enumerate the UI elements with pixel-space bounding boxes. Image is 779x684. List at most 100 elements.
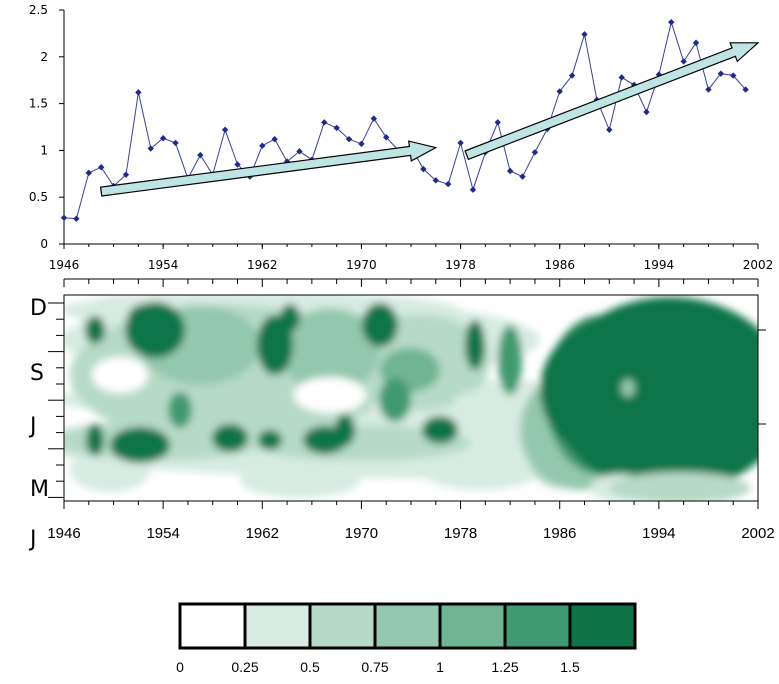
colorbar-swatch: [373, 602, 442, 650]
colorbar-swatch: [308, 602, 377, 650]
heatmap-x-tick-label: 1962: [246, 525, 279, 542]
heatmap-x-tick-label: 1954: [146, 525, 179, 542]
heatmap-x-tick-label: 1978: [444, 525, 477, 542]
heatmap-contour: [250, 425, 470, 461]
data-point: [692, 39, 700, 46]
data-point: [457, 139, 464, 147]
colorbar-swatch: [438, 602, 507, 650]
data-point: [730, 72, 737, 79]
data-point: [122, 171, 130, 178]
data-point: [606, 126, 613, 134]
y-tick-label: 2: [40, 50, 48, 64]
heatmap-x-tick-label: 1970: [345, 525, 378, 542]
heatmap-contour: [168, 392, 192, 428]
colorbar-label: 1.25: [491, 659, 518, 675]
heatmap-contour: [294, 377, 366, 413]
data-point: [172, 139, 179, 147]
x-tick-label: 1946: [49, 258, 80, 272]
data-point: [742, 86, 749, 93]
colorbar-swatch: [178, 602, 247, 650]
heatmap-contour: [362, 303, 398, 347]
annual-line-chart: 0 0.5 1 1.5 2 2.5 1946 1954 1962 1970 1978 1986 199…: [29, 3, 773, 272]
data-point: [147, 145, 154, 152]
data-point: [432, 177, 439, 184]
data-point: [345, 135, 353, 143]
data-point: [444, 180, 452, 188]
colorbar-swatch: [243, 602, 312, 650]
heatmap-top-ticks: [63, 279, 759, 509]
x-tick-label: 1978: [445, 258, 476, 272]
heatmap-contour: [465, 320, 485, 370]
heatmap-contour: [453, 391, 497, 419]
data-point: [358, 140, 365, 148]
data-point: [321, 119, 328, 126]
data-point: [197, 151, 204, 159]
data-point: [383, 134, 390, 141]
data-point: [643, 108, 650, 116]
data-point: [680, 58, 687, 65]
heatmap-contour: [110, 427, 170, 463]
x-tick-label: 1986: [544, 258, 575, 272]
x-tick-label: 1970: [346, 258, 377, 272]
colorbar-label: 0: [176, 659, 184, 675]
heatmap-contour: [379, 378, 411, 422]
x-tick-labels: 1946 1954 1962 1970 1978 1986 1994 2002: [49, 244, 774, 272]
series-markers: [60, 18, 749, 222]
data-point: [519, 173, 526, 180]
x-tick-label: 1954: [148, 258, 179, 272]
y-tick-label: 0: [40, 237, 48, 251]
month-label: J: [28, 527, 37, 552]
x-tick-label: 1994: [644, 258, 675, 272]
data-point: [97, 164, 105, 171]
heatmap-left-ticks: [48, 302, 64, 498]
data-point: [469, 186, 477, 193]
series-line: [63, 20, 746, 220]
heatmap-contour: [127, 304, 163, 336]
colorbar-label: 0.5: [300, 659, 320, 675]
data-point: [259, 142, 266, 149]
heatmap-contour: [86, 424, 104, 456]
data-point: [618, 74, 625, 81]
heatmap-x-tick-label: 1946: [47, 525, 80, 542]
heatmap-contour: [540, 310, 740, 470]
data-point: [60, 214, 68, 221]
heatmap-contour: [621, 379, 635, 397]
data-point: [370, 115, 378, 122]
x-tick-label: 2002: [743, 258, 774, 272]
data-point: [221, 126, 229, 134]
colorbar-label: 1: [436, 659, 444, 675]
heatmap-contour: [257, 315, 293, 375]
heatmap-contour: [335, 414, 355, 446]
colorbar-swatches: [178, 602, 637, 650]
data-point: [135, 89, 142, 96]
data-point: [296, 148, 303, 155]
y-tick-label: 0.5: [29, 190, 48, 204]
data-point: [494, 119, 501, 126]
y-tick-label: 1: [40, 143, 48, 157]
heatmap-contour: [240, 462, 360, 498]
colorbar-labels: 0 0.25 0.5 0.75 1 1.25 1.5: [176, 659, 580, 675]
colorbar-swatch: [503, 602, 572, 650]
heatmap-contour: [610, 472, 750, 501]
heatmap-contour: [280, 308, 380, 392]
month-label: J: [28, 414, 37, 439]
heatmap-contour: [498, 325, 522, 395]
data-point: [556, 88, 563, 95]
data-point: [234, 161, 241, 168]
data-point: [506, 167, 514, 175]
data-point: [581, 31, 588, 38]
y-tick-label: 1.5: [29, 97, 48, 111]
heatmap-contour: [280, 304, 300, 332]
heatmap-contour: [422, 416, 458, 444]
data-point: [73, 215, 80, 222]
data-point: [705, 86, 712, 93]
heatmap-x-tick-labels: 1946 1954 1962 1970 1978 1986 1994 2002: [47, 525, 774, 542]
heatmap-contour: [420, 450, 540, 490]
trend-arrows: [99, 42, 760, 197]
trend-arrow: [464, 42, 760, 161]
heatmap-field: [64, 295, 758, 501]
colorbar: 0 0.25 0.5 0.75 1 1.25 1.5: [176, 602, 637, 675]
